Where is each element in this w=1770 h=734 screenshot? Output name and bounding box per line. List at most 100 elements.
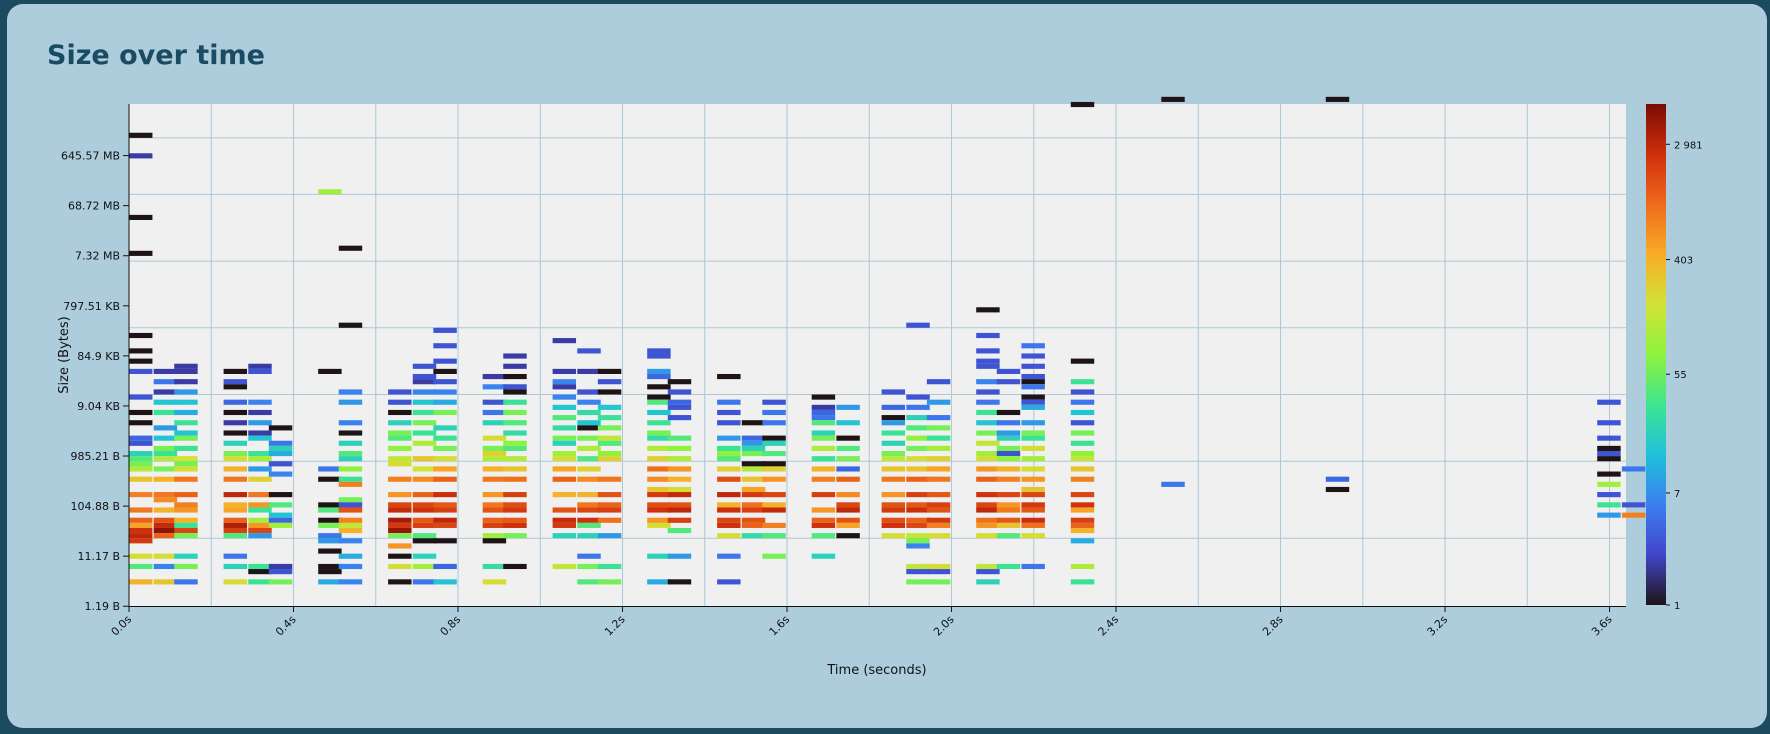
heatmap-cell [433,466,457,472]
heatmap-cell [412,517,437,523]
plot-area [129,104,1626,606]
heatmap-cell [1597,450,1621,457]
heatmap-cell [153,533,178,539]
heatmap-cell [926,517,951,523]
heatmap-cell [597,404,622,410]
heatmap-cell [577,368,601,374]
heatmap-cell [153,527,178,534]
colorbar-tick-label: 7 [1674,489,1680,500]
heatmap-cell [1021,507,1045,513]
heatmap-cell [836,456,860,462]
heatmap-cell [318,538,342,544]
heatmap-cell [1070,450,1095,457]
heatmap-cell [836,420,860,426]
heatmap-cell [223,507,248,513]
heatmap-cell [717,456,741,462]
heatmap-cell [1621,502,1646,508]
heatmap-cell [503,363,527,369]
heatmap-cell [552,492,577,498]
heatmap-cell [268,522,293,528]
heatmap-cell [906,415,930,421]
heatmap-cell [223,440,248,446]
heatmap-cell [174,389,198,395]
heatmap-cell [577,579,601,585]
heatmap-cell [926,425,951,431]
heatmap-cell [976,389,1000,395]
heatmap-cell [1597,456,1621,462]
heatmap-cell [717,476,741,482]
heatmap-cell [174,517,198,523]
heatmap-cell [482,533,507,539]
heatmap-cell [433,435,457,441]
heatmap-cell [338,502,363,508]
heatmap-cell [552,450,577,457]
heatmap-cell [976,409,1000,416]
heatmap-cell [153,399,178,405]
heatmap-cell [762,420,786,426]
heatmap-cell [223,456,248,462]
heatmap-cell [248,507,272,513]
heatmap-cell [503,466,527,472]
heatmap-cell [976,363,1000,369]
heatmap-cell [153,492,178,498]
heatmap-cell [976,456,1000,462]
y-tick-label: 7.32 MB [75,250,120,263]
heatmap-cell [1070,456,1095,462]
heatmap-cell [129,214,153,221]
heatmap-cell [1070,440,1095,446]
heatmap-cell [762,440,786,446]
heatmap-cell [318,569,342,575]
gridlines [128,104,1626,606]
heatmap-cell [577,348,601,354]
heatmap-cell [996,522,1021,528]
heatmap-cell [1621,466,1646,472]
heatmap-cell [552,394,577,400]
heatmap-cell [976,476,1000,482]
heatmap-cell [717,420,741,426]
heatmap-cell [388,399,412,405]
heatmap-cell [717,435,741,441]
heatmap-cell [597,502,622,508]
heatmap-cell [667,507,692,513]
heatmap-cell [976,507,1000,513]
heatmap-cell [667,435,692,441]
heatmap-cell [482,399,507,405]
heatmap-cell [223,533,248,539]
heatmap-cell [976,522,1000,528]
heatmap-cell [1021,343,1045,349]
heatmap-cell [1597,445,1621,451]
heatmap-cell [1021,445,1045,451]
heatmap-cell [881,440,906,446]
heatmap-cell [1597,435,1621,441]
x-tick-label: 3.2s [1425,613,1451,639]
heatmap-cell [338,497,363,503]
heatmap-cell [503,522,527,528]
heatmap-cell [129,435,153,441]
heatmap-cell [647,507,671,513]
heatmap-cell [552,415,577,421]
heatmap-cell [433,476,457,482]
heatmap-cell [996,466,1021,472]
heatmap-cell [906,569,930,575]
heatmap-cell [223,368,248,374]
heatmap-cell [129,358,153,364]
heatmap-cell [388,517,412,523]
heatmap-cell [318,189,342,195]
heatmap-cell [503,420,527,426]
heatmap-cell [881,466,906,472]
heatmap-cell [223,476,248,482]
heatmap-cell [1021,476,1045,482]
heatmap-cell [552,379,577,385]
heatmap-cell [248,420,272,426]
heatmap-cell [129,456,153,462]
heatmap-cell [647,466,671,472]
heatmap-cell [1021,404,1045,410]
heatmap-cell [741,420,766,426]
heatmap-cell [412,466,437,472]
heatmap-cell [976,358,1000,364]
heatmap-cell [268,492,293,498]
heatmap-cell [976,440,1000,446]
heatmap-cell [811,435,836,441]
heatmap-cell [647,430,671,436]
heatmap-cell [318,517,342,523]
